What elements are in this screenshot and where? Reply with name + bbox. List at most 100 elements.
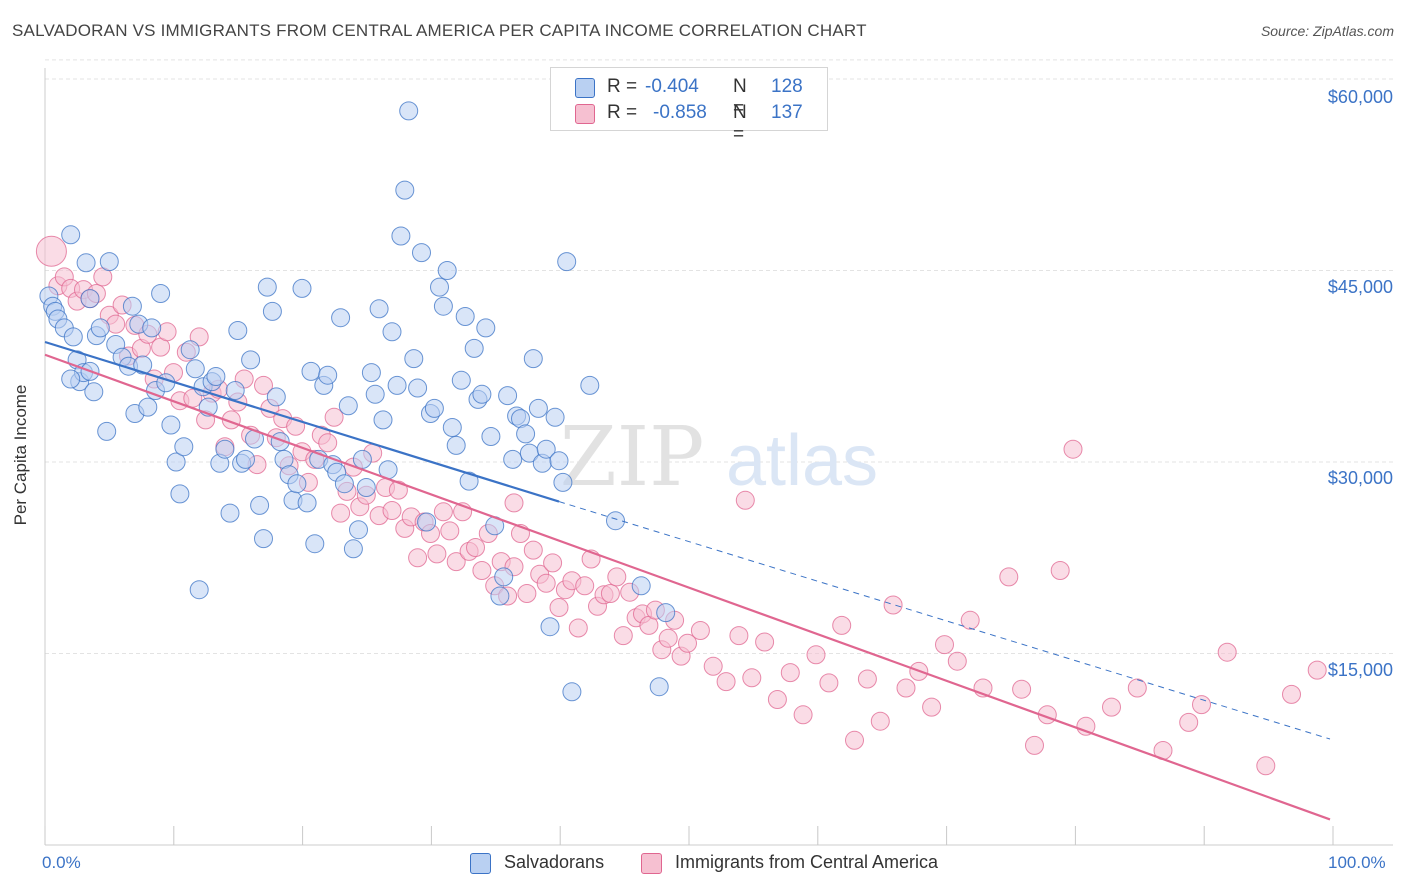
data-point bbox=[349, 520, 368, 540]
data-point bbox=[250, 495, 270, 515]
data-point bbox=[1025, 735, 1044, 755]
data-point bbox=[716, 672, 736, 692]
trend-line-salvadorans bbox=[44, 340, 560, 503]
pink-swatch-icon bbox=[641, 853, 662, 874]
data-point bbox=[369, 299, 389, 319]
data-point bbox=[297, 493, 317, 513]
data-point bbox=[206, 367, 226, 386]
data-point bbox=[528, 398, 548, 418]
data-point bbox=[90, 318, 110, 338]
data-point bbox=[189, 580, 209, 600]
data-point bbox=[481, 427, 501, 446]
data-point bbox=[427, 544, 447, 564]
data-point bbox=[631, 576, 651, 596]
data-point bbox=[729, 626, 749, 646]
data-point bbox=[494, 567, 514, 587]
data-point bbox=[580, 375, 600, 395]
data-point bbox=[142, 318, 162, 338]
x-tick-label: 100.0% bbox=[1328, 853, 1386, 872]
data-point bbox=[343, 539, 363, 559]
data-point bbox=[543, 553, 563, 573]
data-point bbox=[999, 567, 1019, 587]
data-point bbox=[382, 501, 402, 520]
data-point bbox=[607, 567, 627, 587]
data-point bbox=[408, 378, 428, 398]
data-point bbox=[883, 595, 903, 615]
data-point bbox=[755, 632, 775, 652]
data-point bbox=[600, 584, 620, 603]
data-point bbox=[133, 355, 153, 375]
data-point bbox=[540, 617, 560, 637]
n-value: 128 bbox=[771, 76, 803, 97]
y-tick-label: $45,000 bbox=[1327, 277, 1393, 297]
data-point bbox=[857, 669, 877, 689]
data-point bbox=[331, 308, 351, 328]
data-point bbox=[1076, 716, 1096, 736]
data-point bbox=[516, 424, 536, 444]
data-point bbox=[472, 384, 492, 404]
data-point bbox=[365, 384, 385, 404]
r-label: R = bbox=[607, 102, 643, 123]
data-point bbox=[254, 375, 273, 395]
data-point bbox=[1307, 660, 1327, 680]
data-point bbox=[254, 529, 273, 549]
data-point bbox=[557, 252, 577, 272]
data-point bbox=[395, 180, 415, 200]
data-point bbox=[658, 628, 678, 648]
chart-title: SALVADORAN VS IMMIGRANTS FROM CENTRAL AM… bbox=[12, 21, 867, 40]
data-point bbox=[80, 289, 100, 309]
y-tick-label: $30,000 bbox=[1327, 468, 1393, 488]
data-point bbox=[545, 407, 565, 427]
data-point bbox=[266, 387, 286, 407]
data-point bbox=[613, 626, 633, 646]
data-point bbox=[318, 433, 338, 453]
series-immigrants-points bbox=[35, 235, 1327, 776]
data-point bbox=[703, 656, 723, 676]
data-point bbox=[476, 318, 496, 338]
r-value: -0.404 bbox=[645, 76, 699, 97]
data-point bbox=[793, 705, 813, 725]
legend-label: Immigrants from Central America bbox=[675, 852, 939, 872]
series-legend: Salvadorans Immigrants from Central Amer… bbox=[0, 851, 1406, 877]
data-point bbox=[287, 474, 307, 494]
data-point bbox=[361, 363, 381, 383]
data-point bbox=[575, 576, 595, 596]
data-point bbox=[338, 396, 358, 416]
data-point bbox=[490, 586, 510, 606]
data-point bbox=[819, 673, 839, 693]
watermark-atlas: atlas bbox=[726, 421, 878, 501]
legend-label: Salvadorans bbox=[504, 852, 605, 872]
blue-swatch-icon bbox=[575, 78, 595, 98]
data-point bbox=[352, 449, 372, 469]
data-point bbox=[301, 361, 321, 381]
data-point bbox=[442, 418, 462, 437]
n-label: N = bbox=[733, 102, 747, 145]
data-point bbox=[922, 697, 942, 717]
data-point bbox=[334, 474, 354, 494]
data-point bbox=[649, 677, 669, 697]
trend-line-immigrants bbox=[44, 353, 1331, 821]
data-point bbox=[399, 101, 419, 121]
data-point bbox=[1256, 756, 1276, 776]
data-point bbox=[228, 321, 248, 340]
data-point bbox=[451, 370, 471, 390]
data-point bbox=[455, 307, 475, 326]
data-point bbox=[1192, 695, 1211, 715]
data-point bbox=[498, 386, 518, 406]
data-point bbox=[387, 375, 407, 395]
data-point bbox=[549, 451, 569, 471]
data-point bbox=[562, 682, 582, 702]
data-point bbox=[742, 668, 762, 688]
data-point bbox=[424, 398, 444, 418]
y-tick-label: $60,000 bbox=[1327, 87, 1393, 107]
data-point bbox=[536, 439, 556, 459]
data-point bbox=[220, 503, 240, 523]
data-point bbox=[553, 472, 573, 492]
data-point bbox=[1217, 642, 1237, 662]
x-tick-label: 0.0% bbox=[42, 853, 81, 872]
data-point bbox=[262, 301, 282, 321]
watermark-zip: ZIP bbox=[560, 410, 705, 505]
data-point bbox=[161, 415, 181, 435]
r-value: -0.858 bbox=[653, 102, 707, 123]
data-point bbox=[241, 350, 261, 370]
